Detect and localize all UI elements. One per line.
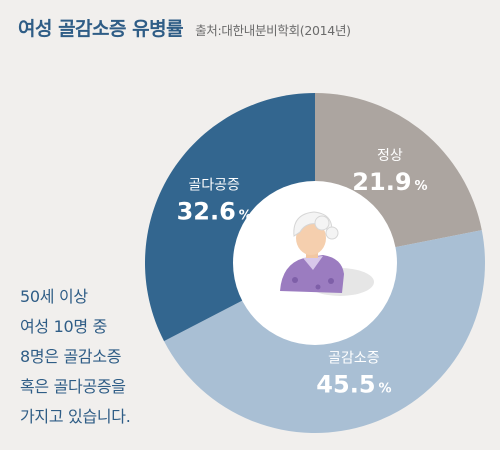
- elderly-woman-icon: [280, 211, 374, 296]
- chart-header: 여성 골감소증 유병률 출처:대한내분비학회(2014년): [18, 14, 490, 41]
- slice-category-label: 골다공증: [188, 178, 240, 194]
- summary-line: 50세 이상: [20, 287, 88, 306]
- source-note: 출처:대한내분비학회(2014년): [195, 23, 351, 38]
- slice-value-label: 21.9%: [352, 168, 427, 196]
- chart-title: 여성 골감소증 유병률: [18, 18, 184, 40]
- slice-value-label: 32.6%: [177, 198, 252, 226]
- slice-category-label: 골감소증: [328, 350, 380, 366]
- summary-line: 혹은 골다공증을: [20, 377, 126, 396]
- summary-line: 8명은 골감소증: [20, 347, 122, 366]
- summary-note: 50세 이상 여성 10명 중 8명은 골감소증 혹은 골다공증을 가지고 있습…: [20, 282, 131, 432]
- slice-value-label: 45.5%: [316, 370, 391, 398]
- summary-line: 가지고 있습니다.: [20, 407, 131, 426]
- slice-category-label: 정상: [377, 148, 403, 164]
- summary-line: 여성 10명 중: [20, 317, 108, 336]
